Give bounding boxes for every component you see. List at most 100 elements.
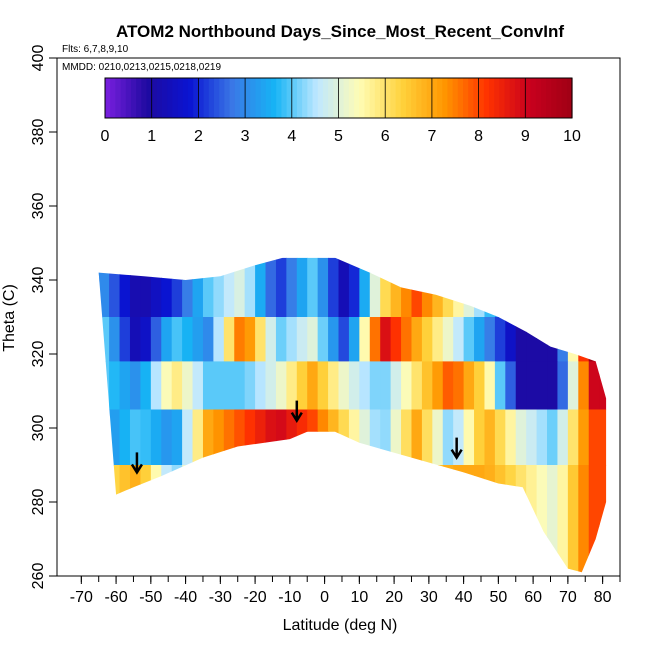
heatmap-cell xyxy=(109,317,121,362)
colorbar-cell xyxy=(146,78,153,118)
heatmap-cell xyxy=(599,317,607,362)
heatmap-cell xyxy=(213,257,225,318)
heatmap-cell xyxy=(213,409,225,466)
colorbar-cell xyxy=(167,78,174,118)
heatmap-cell xyxy=(411,409,423,466)
colorbar-tick-label: 8 xyxy=(474,128,483,145)
heatmap-cell xyxy=(463,361,475,411)
colorbar-tick-label: 10 xyxy=(563,128,581,145)
heatmap-cell xyxy=(234,361,246,411)
heatmap-cell xyxy=(526,257,538,318)
heatmap-cell xyxy=(161,257,173,318)
heatmap-cell xyxy=(286,361,298,411)
heatmap-cell xyxy=(390,317,402,362)
heatmap-cell xyxy=(317,361,329,411)
colorbar-cell xyxy=(452,78,459,118)
heatmap-cell xyxy=(275,539,287,573)
heatmap-cell xyxy=(515,465,527,540)
heatmap-cell xyxy=(390,409,402,466)
heatmap-cell xyxy=(359,361,371,411)
heatmap-cell xyxy=(338,317,350,362)
heatmap-cell xyxy=(109,361,121,411)
heatmap-cell xyxy=(223,317,235,362)
heatmap-cell xyxy=(536,257,548,318)
x-tick-label: 60 xyxy=(524,589,542,606)
heatmap-cell xyxy=(213,539,225,573)
colorbar-cell xyxy=(203,78,210,118)
heatmap-cell xyxy=(610,465,621,540)
heatmap-cell xyxy=(286,317,298,362)
heatmap-cell xyxy=(484,257,496,318)
heatmap-cell xyxy=(380,465,392,540)
heatmap-cell xyxy=(317,317,329,362)
heatmap-cell xyxy=(317,257,329,318)
x-tick-label: 50 xyxy=(489,589,507,606)
heatmap-cell xyxy=(255,465,267,540)
heatmap-cell xyxy=(275,409,287,466)
colorbar-cell xyxy=(473,78,480,118)
heatmap-cell xyxy=(610,410,621,466)
heatmap-cell xyxy=(171,257,183,318)
colorbar-cell xyxy=(447,78,454,118)
heatmap-cell xyxy=(192,257,204,318)
heatmap-cell xyxy=(202,317,214,362)
heatmap-cell xyxy=(463,539,475,573)
colorbar-cell xyxy=(369,78,376,118)
heatmap-cell xyxy=(202,539,214,573)
colorbar-cell xyxy=(483,78,490,118)
heatmap-cell xyxy=(119,409,131,466)
heatmap-cell xyxy=(380,317,392,362)
heatmap-cell xyxy=(526,539,538,573)
heatmap-cell xyxy=(161,361,173,411)
colorbar-cell xyxy=(328,78,334,118)
heatmap-cell xyxy=(369,257,381,318)
x-tick-label: 80 xyxy=(594,589,612,606)
heatmap-cell xyxy=(453,409,465,466)
colorbar-cell xyxy=(162,78,168,118)
y-tick-label: 380 xyxy=(30,119,47,146)
heatmap-cell xyxy=(328,409,340,466)
heatmap-cell xyxy=(265,409,277,466)
heatmap-cell xyxy=(98,361,100,411)
colorbar-cell xyxy=(177,78,184,118)
heatmap-cell xyxy=(536,465,548,540)
x-axis-label: Latitude (deg N) xyxy=(283,617,398,634)
heatmap-cell xyxy=(369,465,381,540)
heatmap-cell xyxy=(182,361,194,411)
heatmap-cell xyxy=(610,539,621,576)
y-tick-label: 300 xyxy=(30,415,47,442)
heatmap-cell xyxy=(150,465,162,540)
heatmap-cell xyxy=(338,409,350,466)
heatmap-cell xyxy=(567,361,579,411)
colorbar-cell xyxy=(141,78,148,118)
heatmap-cell xyxy=(182,317,194,362)
heatmap-cell xyxy=(307,409,319,466)
heatmap-cell xyxy=(494,361,506,411)
colorbar-cell xyxy=(442,78,449,118)
colorbar-cell xyxy=(530,78,537,118)
heatmap-cell xyxy=(161,409,173,466)
heatmap-cell xyxy=(453,361,465,411)
heatmap-cell xyxy=(599,409,607,466)
heatmap-cell xyxy=(171,465,183,540)
colorbar: 0 1 2 3 4 5 6 7 8 9 10 xyxy=(101,77,581,145)
colorbar-cell xyxy=(354,78,360,118)
heatmap-cell xyxy=(505,539,517,573)
arrow-head xyxy=(450,448,463,460)
heatmap-cell xyxy=(401,317,413,362)
heatmap-cell xyxy=(421,317,433,362)
colorbar-cell xyxy=(411,78,417,118)
heatmap-cell xyxy=(380,361,392,411)
heatmap-cell xyxy=(442,317,454,362)
heatmap-cell xyxy=(505,409,517,466)
colorbar-cell xyxy=(234,78,241,118)
heatmap-cell xyxy=(265,465,277,540)
heatmap-cell xyxy=(244,465,256,540)
heatmap-cell xyxy=(380,539,392,573)
heatmap-cell xyxy=(484,361,496,411)
heatmap-cell xyxy=(442,257,454,318)
colorbar-cell xyxy=(494,78,500,118)
heatmap-cell xyxy=(526,409,538,466)
heatmap-cell xyxy=(286,465,298,540)
heatmap-cell xyxy=(286,539,298,573)
